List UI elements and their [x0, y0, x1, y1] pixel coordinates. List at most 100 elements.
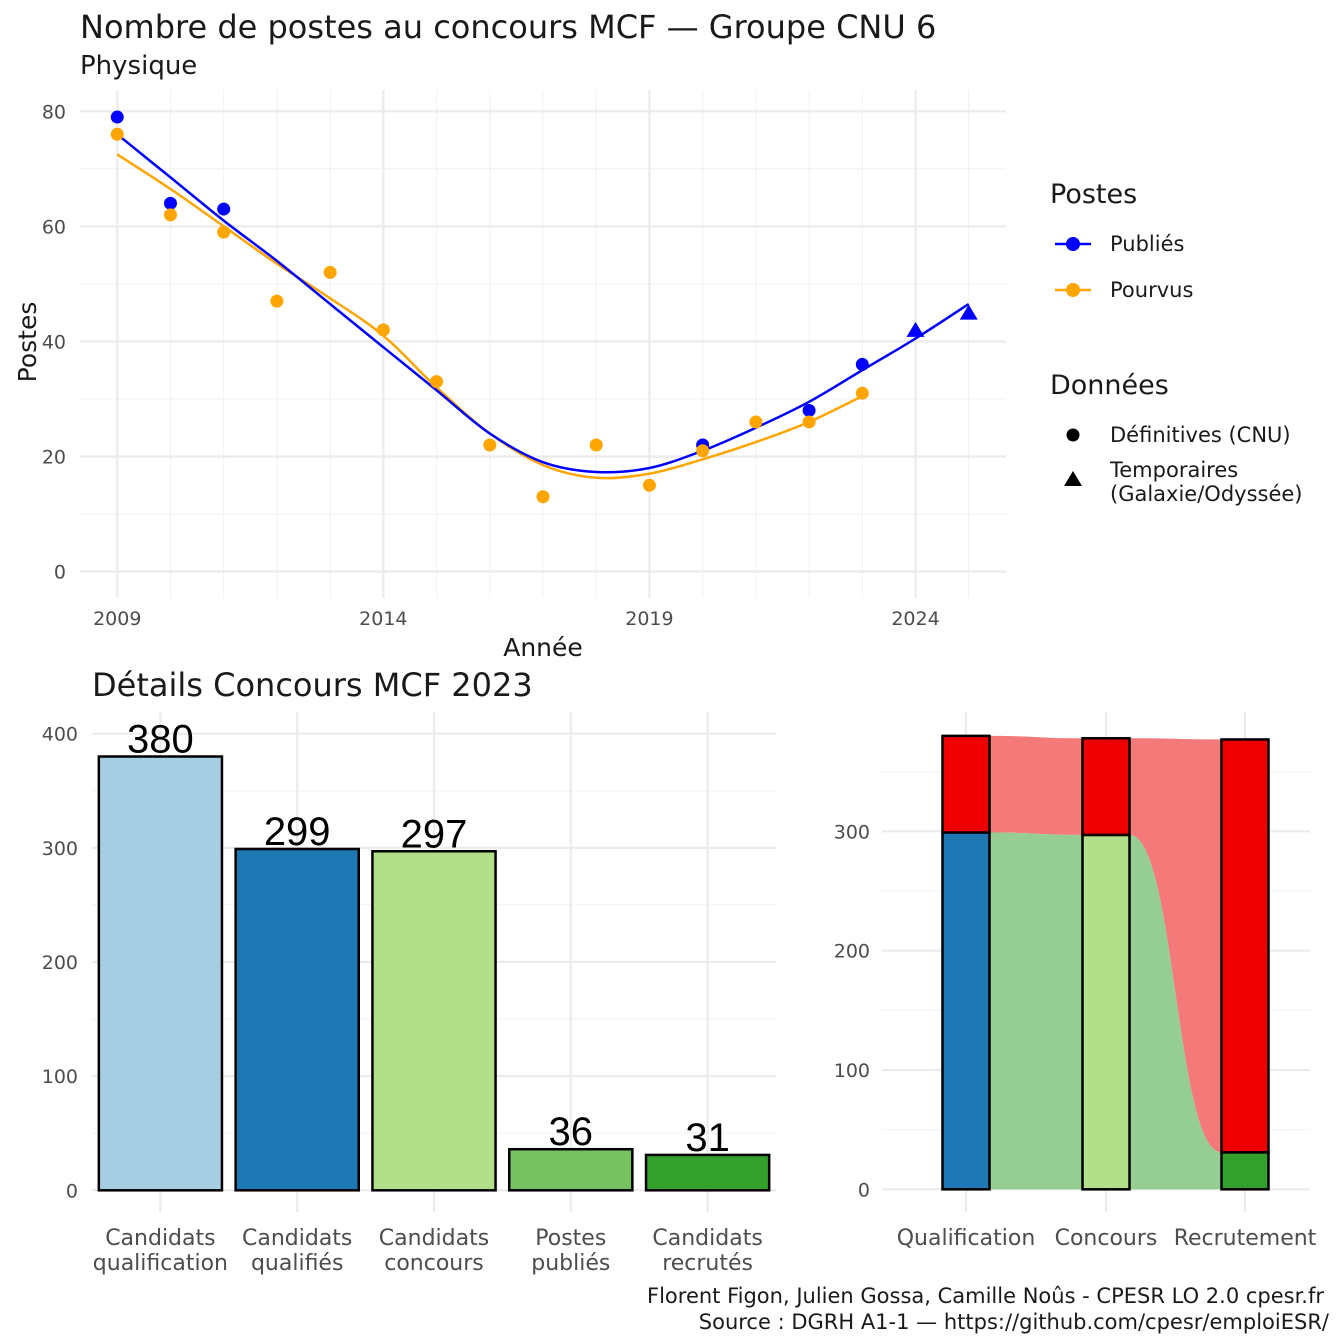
point-pourvus	[642, 478, 656, 492]
point-pourvus	[110, 127, 124, 141]
y-tick-label: 40	[42, 331, 66, 353]
point-pourvus	[536, 490, 550, 504]
flow-y-tick-label: 200	[834, 941, 870, 963]
bar-value-label: 31	[685, 1116, 730, 1160]
bar-y-tick-label: 400	[42, 724, 78, 746]
legend-key-pourvus-dot	[1066, 283, 1080, 297]
point-pourvus	[696, 444, 710, 458]
stack-segment-upper	[941, 734, 991, 834]
x-tick-label: 2019	[625, 608, 673, 630]
legend-title-postes: Postes	[1050, 179, 1137, 210]
point-pourvus	[855, 386, 869, 400]
flow-ribbon-red	[989, 735, 1083, 835]
flow-ribbon-green	[1129, 834, 1222, 1190]
legend-label-definitives: Définitives (CNU)	[1110, 423, 1291, 447]
trend-lines	[116, 133, 970, 480]
bar-category-label: qualifiés	[251, 1251, 343, 1276]
flow-y-tick-label: 0	[858, 1179, 870, 1201]
y-tick-label: 0	[54, 562, 66, 584]
y-tick-label: 80	[42, 101, 66, 123]
point-publies	[855, 357, 869, 371]
y-tick-label: 60	[42, 216, 66, 238]
legend-label-pourvus: Pourvus	[1110, 278, 1193, 302]
bar-value-label: 380	[127, 718, 194, 762]
flow-ribbon-green	[989, 832, 1083, 1190]
bar-y-tick-label: 300	[42, 838, 78, 860]
x-tick-label: 2009	[93, 608, 141, 630]
stacked-bars	[941, 734, 1270, 1191]
point-publies	[163, 196, 177, 210]
bar	[234, 847, 361, 1192]
bar	[371, 850, 497, 1192]
stack-segment-lower	[941, 831, 991, 1191]
bar-value-label: 299	[264, 810, 331, 854]
stack-segment-upper	[1220, 738, 1270, 1154]
bar-category-label: Candidats	[105, 1226, 215, 1251]
x-tick-label: 2014	[359, 608, 407, 630]
point-pourvus	[802, 415, 816, 429]
x-axis-title: Année	[503, 633, 583, 662]
stack-segment-lower	[1081, 833, 1131, 1191]
legend-key-publies-dot	[1066, 237, 1080, 251]
bar-category-label: publiés	[531, 1251, 610, 1276]
point-pourvus	[749, 415, 763, 429]
stack-segment-lower	[1220, 1151, 1270, 1191]
bar-category-label: concours	[384, 1251, 484, 1276]
bar-y-tick-label: 200	[42, 952, 78, 974]
legend-label-temporaires-1: Temporaires	[1109, 458, 1238, 482]
x-tick-label: 2024	[891, 608, 939, 630]
chart-title: Nombre de postes au concours MCF — Group…	[80, 8, 936, 46]
bar-category-label: Candidats	[242, 1226, 352, 1251]
top-y-ticks: 0 20 40 60 80	[42, 101, 66, 583]
trend-line-publies	[116, 133, 970, 474]
legend-key-definitives	[1066, 428, 1080, 442]
bar-y-tick-label: 100	[42, 1066, 78, 1088]
point-pourvus	[163, 208, 177, 222]
bar-value-label: 297	[401, 812, 468, 856]
point-pourvus	[217, 225, 231, 239]
flow-ribbon-red	[1129, 738, 1222, 1153]
chart-subtitle: Physique	[80, 51, 197, 81]
point-pourvus	[270, 294, 284, 308]
bar-y-tick-label: 0	[66, 1180, 78, 1202]
bar-y-ticks: 0 100 200 300 400	[42, 724, 78, 1203]
bars	[97, 755, 771, 1192]
bar-category-label: recrutés	[662, 1251, 753, 1276]
flow-x-ticks: Qualification Concours Recrutement	[897, 1226, 1317, 1251]
point-pourvus	[323, 265, 337, 279]
caption-authors: Florent Figon, Julien Gossa, Camille Noû…	[647, 1284, 1324, 1308]
point-pourvus	[430, 375, 444, 389]
flow-category-label: Concours	[1055, 1226, 1158, 1251]
legend-label-temporaires-2: (Galaxie/Odyssée)	[1110, 482, 1303, 506]
point-publies	[110, 110, 124, 124]
y-axis-title: Postes	[13, 302, 42, 383]
data-points	[110, 110, 978, 504]
point-temporaire	[959, 304, 978, 320]
bar-value-labels: 380 299 297 36 31	[127, 718, 730, 1160]
legend-key-temporaires	[1064, 471, 1082, 486]
point-pourvus	[376, 323, 390, 337]
caption-source: Source : DGRH A1-1 — https://github.com/…	[699, 1310, 1330, 1334]
y-tick-label: 20	[42, 446, 66, 468]
legend-label-publies: Publiés	[1110, 232, 1184, 256]
bar-chart-details: Détails Concours MCF 2023 0100200300400 …	[42, 666, 776, 1276]
bar-value-label: 36	[549, 1110, 594, 1154]
point-temporaire	[906, 321, 925, 337]
point-pourvus	[483, 438, 497, 452]
point-publies	[802, 403, 816, 417]
bar	[507, 1147, 634, 1192]
bar-x-ticks: CandidatsqualificationCandidatsqualifiés…	[93, 1226, 763, 1276]
stacked-flow-chart: 0 100 200 300 Qualification Concours Recrutem…	[834, 712, 1317, 1251]
legend: Postes Publiés Pourvus Données Définitiv…	[1050, 179, 1303, 506]
top-x-ticks: 2009 2014 2019 2024	[93, 608, 940, 630]
bar-chart-title: Détails Concours MCF 2023	[92, 666, 533, 704]
bar	[644, 1153, 771, 1192]
flow-ribbons	[989, 735, 1222, 1190]
flow-y-tick-label: 100	[834, 1060, 870, 1082]
flow-category-label: Qualification	[897, 1226, 1036, 1251]
bar-category-label: Postes	[535, 1226, 606, 1251]
point-publies	[217, 202, 231, 216]
legend-title-donnees: Données	[1050, 370, 1169, 401]
line-chart-postes: Nombre de postes au concours MCF — Group…	[13, 8, 1303, 662]
